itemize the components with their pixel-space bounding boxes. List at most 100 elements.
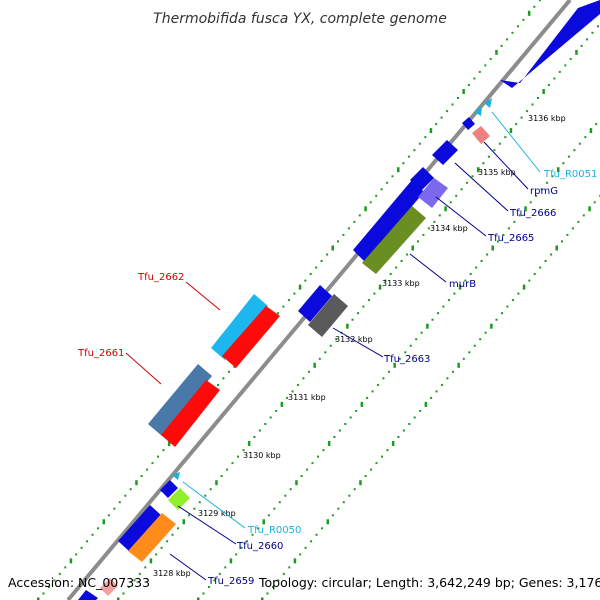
track-dot	[331, 245, 334, 251]
track-dot	[562, 162, 565, 165]
track-dot	[480, 260, 483, 262]
track-dot	[502, 233, 505, 236]
gene-arrow[interactable]	[78, 590, 98, 600]
trna-marker[interactable]	[172, 472, 180, 480]
gene-arrow[interactable]	[168, 488, 190, 510]
track-dot	[507, 227, 510, 230]
track-dot	[406, 253, 409, 256]
track-dot	[491, 245, 494, 251]
gene-label[interactable]: Tfu_2663	[383, 354, 430, 365]
gene-label[interactable]: rpmG	[530, 186, 558, 197]
track-dot	[298, 284, 302, 290]
track-dot	[482, 162, 485, 165]
gene-arrow[interactable]	[118, 505, 162, 552]
gene-arrow[interactable]	[308, 294, 348, 337]
gene-arrow[interactable]	[410, 167, 434, 191]
gene-arrow[interactable]	[362, 206, 426, 274]
track-dot	[359, 480, 362, 486]
gene-arrow[interactable]	[432, 140, 458, 165]
gene-arrow[interactable]	[160, 480, 178, 498]
track-dot	[300, 475, 303, 478]
track-dot	[269, 416, 272, 419]
accession-text: Accession: NC_007333	[8, 575, 150, 590]
track-dot	[418, 142, 421, 145]
track-dot	[422, 233, 425, 236]
track-dot	[484, 64, 487, 67]
gene-label[interactable]: Tfu_2661	[77, 348, 124, 359]
gene-arrow[interactable]	[222, 306, 280, 368]
track-dot	[497, 240, 499, 243]
gene-arrow[interactable]	[353, 180, 424, 262]
track-dot	[257, 527, 259, 530]
gene-arrow[interactable]	[500, 0, 600, 88]
track-dot	[588, 206, 591, 212]
track-dot	[42, 592, 45, 595]
reverse-strand-genes	[100, 126, 490, 596]
track-dot	[64, 566, 67, 569]
track-dot	[324, 351, 327, 354]
track-dot	[477, 167, 480, 173]
track-dot	[47, 586, 50, 588]
gene-label[interactable]: Tfu_2662	[137, 272, 184, 283]
track-dot	[117, 597, 120, 600]
track-dot	[464, 279, 467, 282]
gene-label[interactable]: Tfu_2659	[207, 576, 254, 587]
gene-arrow[interactable]	[472, 126, 490, 144]
track-dot	[75, 553, 78, 556]
track-dot	[398, 357, 401, 360]
track-dot	[467, 84, 470, 86]
track-dot	[407, 155, 410, 158]
track-dot	[513, 220, 516, 223]
track-dot	[315, 266, 318, 269]
track-dot	[564, 64, 567, 67]
track-dot	[577, 220, 580, 223]
track-dot	[240, 546, 243, 549]
track-dot	[415, 338, 418, 341]
track-dot	[375, 194, 378, 197]
track-dot	[91, 533, 94, 536]
tick-label: 3131 kbp	[288, 393, 326, 402]
gene-arrow[interactable]	[462, 117, 475, 130]
track-dot	[358, 214, 361, 217]
track-dot	[384, 279, 387, 282]
track-dot	[446, 110, 449, 113]
track-dot	[362, 305, 365, 308]
track-dot	[478, 70, 481, 73]
track-dot	[533, 5, 536, 8]
trna-marker[interactable]	[484, 98, 492, 108]
track-dot	[247, 441, 251, 446]
gene-label[interactable]: Tfu_2665	[487, 233, 534, 244]
track-dot	[591, 31, 594, 34]
gene-arrow[interactable]	[128, 513, 176, 562]
trna-marker[interactable]	[474, 106, 482, 116]
track-dot	[569, 57, 572, 60]
track-dot	[347, 227, 350, 230]
track-dot	[282, 572, 285, 575]
gene-arrow[interactable]	[298, 285, 332, 322]
gene-arrow[interactable]	[211, 294, 268, 360]
gene-label[interactable]: Tfu_2666	[509, 208, 556, 219]
gene-label[interactable]: Tfu_R0051	[543, 169, 597, 180]
track-dot	[182, 519, 185, 525]
tick-label: 3130 kbp	[243, 451, 281, 460]
track-dot	[413, 149, 416, 152]
track-dot	[122, 592, 125, 595]
track-dot	[533, 273, 536, 275]
gene-label[interactable]: Tfu_R0050	[247, 525, 301, 536]
track-dot	[351, 318, 354, 321]
track-dot	[311, 462, 314, 465]
track-dot	[404, 351, 407, 354]
gene-arrow[interactable]	[148, 364, 212, 436]
gene-label[interactable]: murB	[449, 279, 476, 290]
track-dot	[370, 468, 373, 471]
track-dot	[318, 357, 321, 360]
track-dot	[504, 136, 507, 139]
gene-arrow[interactable]	[161, 380, 220, 447]
track-dot	[558, 70, 561, 73]
track-dot	[547, 84, 550, 86]
gene-arrow[interactable]	[418, 178, 448, 208]
gene-label[interactable]: Tfu_2660	[236, 541, 283, 552]
gene-arrow[interactable]	[100, 578, 118, 596]
track-dot	[375, 462, 378, 465]
track-dot	[157, 455, 159, 458]
